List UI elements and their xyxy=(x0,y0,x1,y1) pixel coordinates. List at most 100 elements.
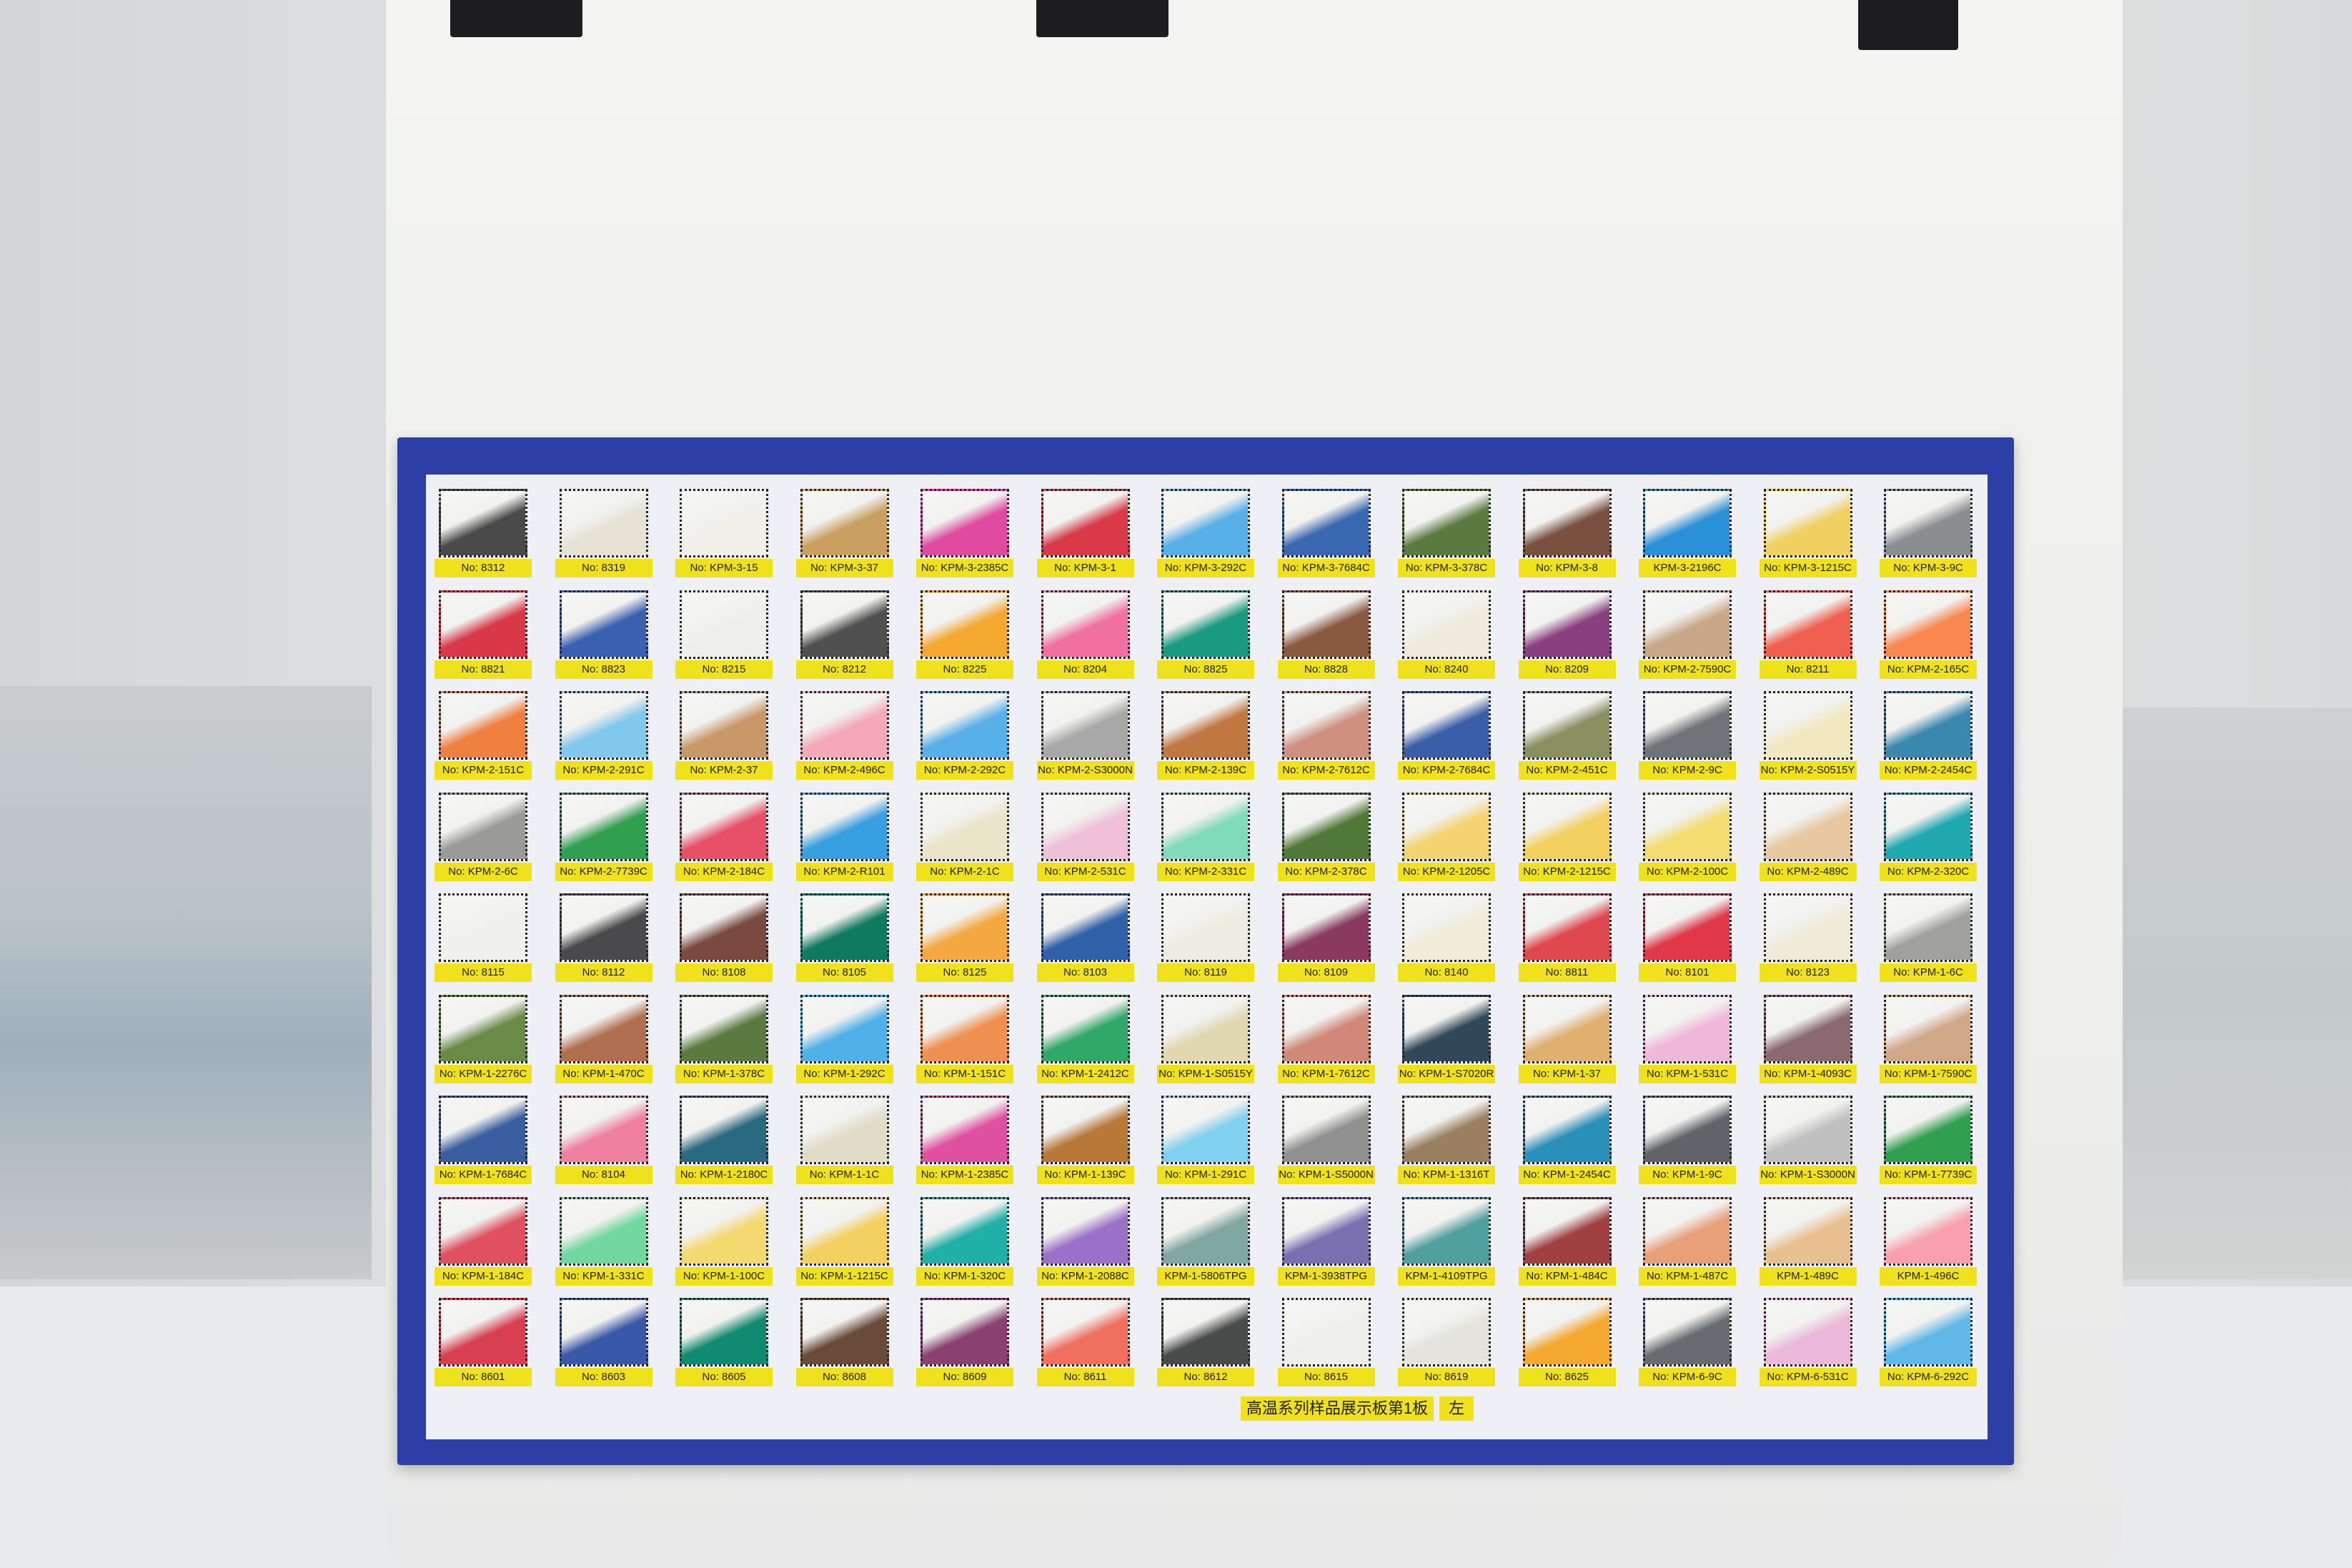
sample-label: KPM-1-3938TPG xyxy=(1277,1266,1375,1286)
sample-cell: No: KPM-2-378C xyxy=(1276,788,1384,887)
sample-bag xyxy=(921,1196,1009,1266)
sample-label: No: KPM-3-2385C xyxy=(916,559,1013,577)
sample-cell: KPM-1-489C xyxy=(1758,1193,1865,1291)
sample-cell: No: KPM-3-8 xyxy=(1517,485,1624,583)
sample-cell: No: KPM-2-R101 xyxy=(795,788,902,887)
sample-label: No: KPM-1-470C xyxy=(555,1064,652,1083)
sample-cell: No: KPM-2-292C xyxy=(915,687,1022,785)
sample-label: No: KPM-2-S3000N xyxy=(1036,761,1134,780)
sample-bag xyxy=(559,1196,648,1266)
sample-cell: No: KPM-1-1316T xyxy=(1396,1091,1504,1190)
sample-bag xyxy=(559,1096,648,1164)
sample-bag xyxy=(800,994,889,1063)
sample-cell: No: KPM-3-15 xyxy=(674,485,781,583)
sample-label: No: KPM-2-292C xyxy=(916,761,1013,780)
sample-cell: No: KPM-2-320C xyxy=(1878,788,1985,887)
backdrop-clamp xyxy=(1858,0,1958,50)
sample-label: No: KPM-1-7612C xyxy=(1277,1064,1375,1083)
sample-bag xyxy=(1643,691,1732,760)
sample-label: No: KPM-2-9C xyxy=(1639,761,1736,780)
sample-bag xyxy=(1281,994,1371,1063)
sample-label: No: KPM-1-1316T xyxy=(1398,1166,1495,1184)
sample-bag xyxy=(921,489,1009,557)
sample-cell: No: KPM-2-489C xyxy=(1758,788,1865,887)
sample-bag xyxy=(1041,1196,1130,1266)
sample-label: No: 8811 xyxy=(1518,963,1616,982)
sample-cell: No: KPM-1-484C xyxy=(1517,1193,1624,1291)
sample-cell: No: KPM-1-470C xyxy=(554,991,661,1089)
sample-label: No: 8209 xyxy=(1518,660,1616,679)
sample-label: No: KPM-2-R101 xyxy=(795,862,893,881)
sample-cell: KPM-1-4109TPG xyxy=(1396,1193,1504,1291)
sample-bag xyxy=(800,691,889,760)
sample-label: No: KPM-2-7739C xyxy=(555,862,652,881)
sample-bag xyxy=(1884,792,1973,861)
sample-board: 高温系列样品展示板第1板 左 No: 8312 No: 8319 No: KPM-3… xyxy=(397,437,2014,1465)
sample-label: No: KPM-1-2088C xyxy=(1036,1266,1134,1286)
sample-bag xyxy=(1522,792,1612,861)
sample-bag xyxy=(1763,1298,1852,1366)
sample-label: No: 8204 xyxy=(1036,660,1134,679)
sample-bag xyxy=(1041,590,1130,659)
sample-bag xyxy=(1161,691,1250,760)
sample-cell: No: 8625 xyxy=(1517,1294,1624,1392)
sample-label: No: 8225 xyxy=(916,660,1013,679)
sample-bag xyxy=(800,1196,889,1266)
sample-bag xyxy=(1522,691,1612,760)
sample-cell: No: KPM-1-7590C xyxy=(1878,991,1985,1089)
sample-cell: No: KPM-1-100C xyxy=(674,1193,781,1291)
sample-cell: KPM-1-5806TPG xyxy=(1156,1193,1263,1291)
sample-cell: No: KPM-2-496C xyxy=(795,687,902,785)
sample-label: No: KPM-2-331C xyxy=(1157,862,1254,881)
sample-bag xyxy=(1041,792,1130,861)
sample-cell: No: KPM-2-1205C xyxy=(1396,788,1504,887)
sample-bag xyxy=(1041,489,1130,557)
sample-cell: No: KPM-3-378C xyxy=(1396,485,1504,583)
sample-label: No: KPM-2-139C xyxy=(1157,761,1254,780)
sample-cell: No: KPM-1-7739C xyxy=(1878,1091,1985,1190)
sample-cell: No: KPM-6-531C xyxy=(1758,1294,1865,1392)
sample-label: No: 8240 xyxy=(1398,660,1495,679)
sample-cell: No: 8101 xyxy=(1637,889,1745,988)
sample-bag xyxy=(1402,489,1491,557)
sample-cell: No: KPM-2-S3000N xyxy=(1036,687,1143,785)
sample-label: No: 8821 xyxy=(435,660,532,679)
sample-label: No: KPM-1-292C xyxy=(795,1064,893,1083)
sample-bag xyxy=(921,1298,1009,1366)
sample-bag xyxy=(1763,1196,1852,1266)
sample-cell: No: KPM-1-378C xyxy=(674,991,781,1089)
sample-label: No: KPM-1-378C xyxy=(675,1064,773,1083)
sample-cell: No: 8204 xyxy=(1036,586,1143,685)
sample-label: No: KPM-3-15 xyxy=(675,559,773,577)
sample-label: No: KPM-6-292C xyxy=(1880,1368,1977,1386)
sample-label: No: KPM-2-451C xyxy=(1518,761,1616,780)
sample-cell: No: 8112 xyxy=(554,889,661,988)
sample-bag xyxy=(1763,590,1852,659)
sample-label: No: KPM-1-487C xyxy=(1639,1266,1736,1286)
sample-bag xyxy=(439,1096,527,1164)
sample-bag xyxy=(680,994,768,1063)
sample-bag xyxy=(1161,1096,1250,1164)
sample-label: No: KPM-1-37 xyxy=(1518,1064,1616,1083)
sample-bag xyxy=(800,893,889,962)
sample-cell: KPM-1-3938TPG xyxy=(1276,1193,1384,1291)
sample-bag xyxy=(1041,893,1130,962)
sample-bag xyxy=(1281,1298,1371,1366)
sample-cell: No: 8603 xyxy=(554,1294,661,1392)
sample-cell: No: 8615 xyxy=(1276,1294,1384,1392)
sample-cell: No: KPM-2-331C xyxy=(1156,788,1263,887)
sample-label: KPM-1-5806TPG xyxy=(1157,1266,1254,1286)
sample-bag xyxy=(800,1298,889,1366)
sample-label: No: KPM-1-2412C xyxy=(1036,1064,1134,1083)
sample-bag xyxy=(1281,691,1371,760)
sample-cell: No: KPM-2-139C xyxy=(1156,687,1263,785)
sample-cell: No: 8828 xyxy=(1276,586,1384,685)
sample-cell: No: KPM-1-37 xyxy=(1517,991,1624,1089)
sample-bag xyxy=(1643,1196,1732,1266)
sample-cell: No: KPM-2-S0515Y xyxy=(1758,687,1865,785)
sample-bag xyxy=(1522,489,1612,557)
sample-label: No: KPM-1-139C xyxy=(1036,1166,1134,1184)
sample-cell: No: 8119 xyxy=(1156,889,1263,988)
sample-bag xyxy=(1402,691,1491,760)
sample-cell: No: KPM-2-7684C xyxy=(1396,687,1504,785)
